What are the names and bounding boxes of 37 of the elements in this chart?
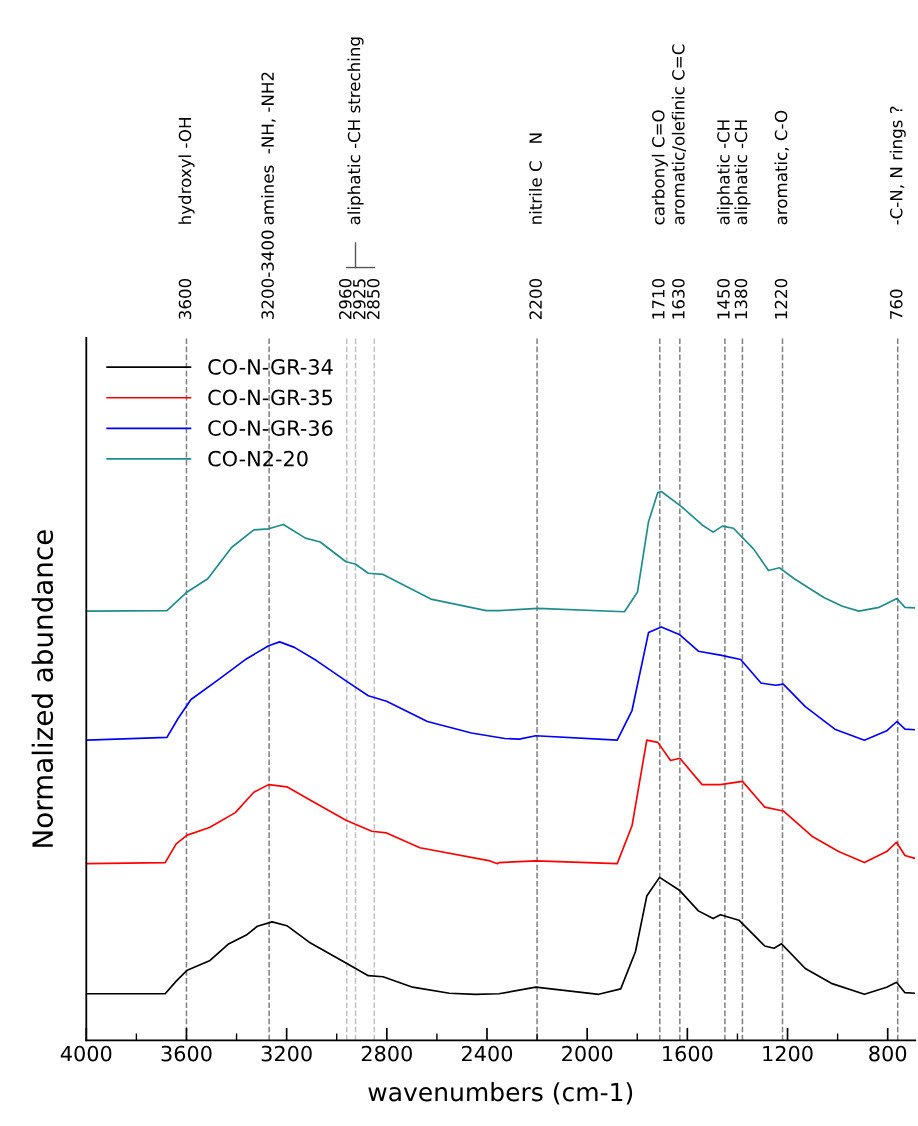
x-tick-label: 800 bbox=[869, 1045, 907, 1062]
text: -C-N, N rings ? bbox=[889, 106, 906, 225]
text: nitrile C N bbox=[529, 133, 542, 224]
x-axis-title: wavenumbers (cm-1) bbox=[368, 1082, 633, 1105]
x-tick-label: 2800 bbox=[361, 1045, 412, 1062]
text: aliphatic -CH bbox=[734, 120, 751, 225]
text: aromatic, C-O bbox=[774, 110, 790, 225]
y-axis-title: Normalized abundance bbox=[31, 530, 54, 847]
legend-label: CO-N-GR-36 bbox=[208, 420, 333, 436]
ref-line-label: 1380 bbox=[734, 278, 748, 319]
ref-line-label: 3600 bbox=[178, 278, 192, 319]
legend-label: CO-N-GR-34 bbox=[208, 359, 333, 375]
text: hydroxyl -OH bbox=[178, 118, 195, 224]
text: 3200-3400 bbox=[261, 230, 274, 319]
text: amines -NH, -NH2 bbox=[261, 72, 276, 225]
x-tick-label: 3600 bbox=[161, 1045, 212, 1062]
x-tick-label: 3200 bbox=[261, 1045, 312, 1062]
text: aromatic/olefinic C=C bbox=[671, 44, 686, 225]
ref-line-label: 1220 bbox=[774, 278, 788, 319]
x-tick-label: 4000 bbox=[60, 1045, 112, 1062]
text: carbonyl C=O bbox=[651, 110, 668, 225]
text: aliphatic -CH bbox=[716, 120, 733, 225]
ref-line-label: 2200 bbox=[529, 278, 542, 320]
ref-line-label: 1710 bbox=[652, 278, 665, 319]
x-tick-label: 2400 bbox=[462, 1045, 513, 1062]
ref-line-label: 2960 bbox=[338, 278, 352, 320]
x-tick-label: 1200 bbox=[763, 1045, 813, 1062]
legend-label: CO-N-GR-35 bbox=[208, 389, 333, 406]
ref-line-label: 760 bbox=[889, 289, 903, 319]
x-tick-label: 1600 bbox=[663, 1045, 713, 1062]
legend-label: CO-N2-20 bbox=[208, 450, 308, 467]
x-tick-label: 2000 bbox=[562, 1045, 613, 1062]
ref-line-label: 2850 bbox=[366, 278, 380, 320]
ref-line-label: 2925 bbox=[352, 279, 366, 320]
ref-line-label: 1630 bbox=[672, 278, 685, 319]
text: aliphatic -CH streching bbox=[347, 37, 364, 225]
ref-line-label: 1450 bbox=[717, 278, 730, 319]
